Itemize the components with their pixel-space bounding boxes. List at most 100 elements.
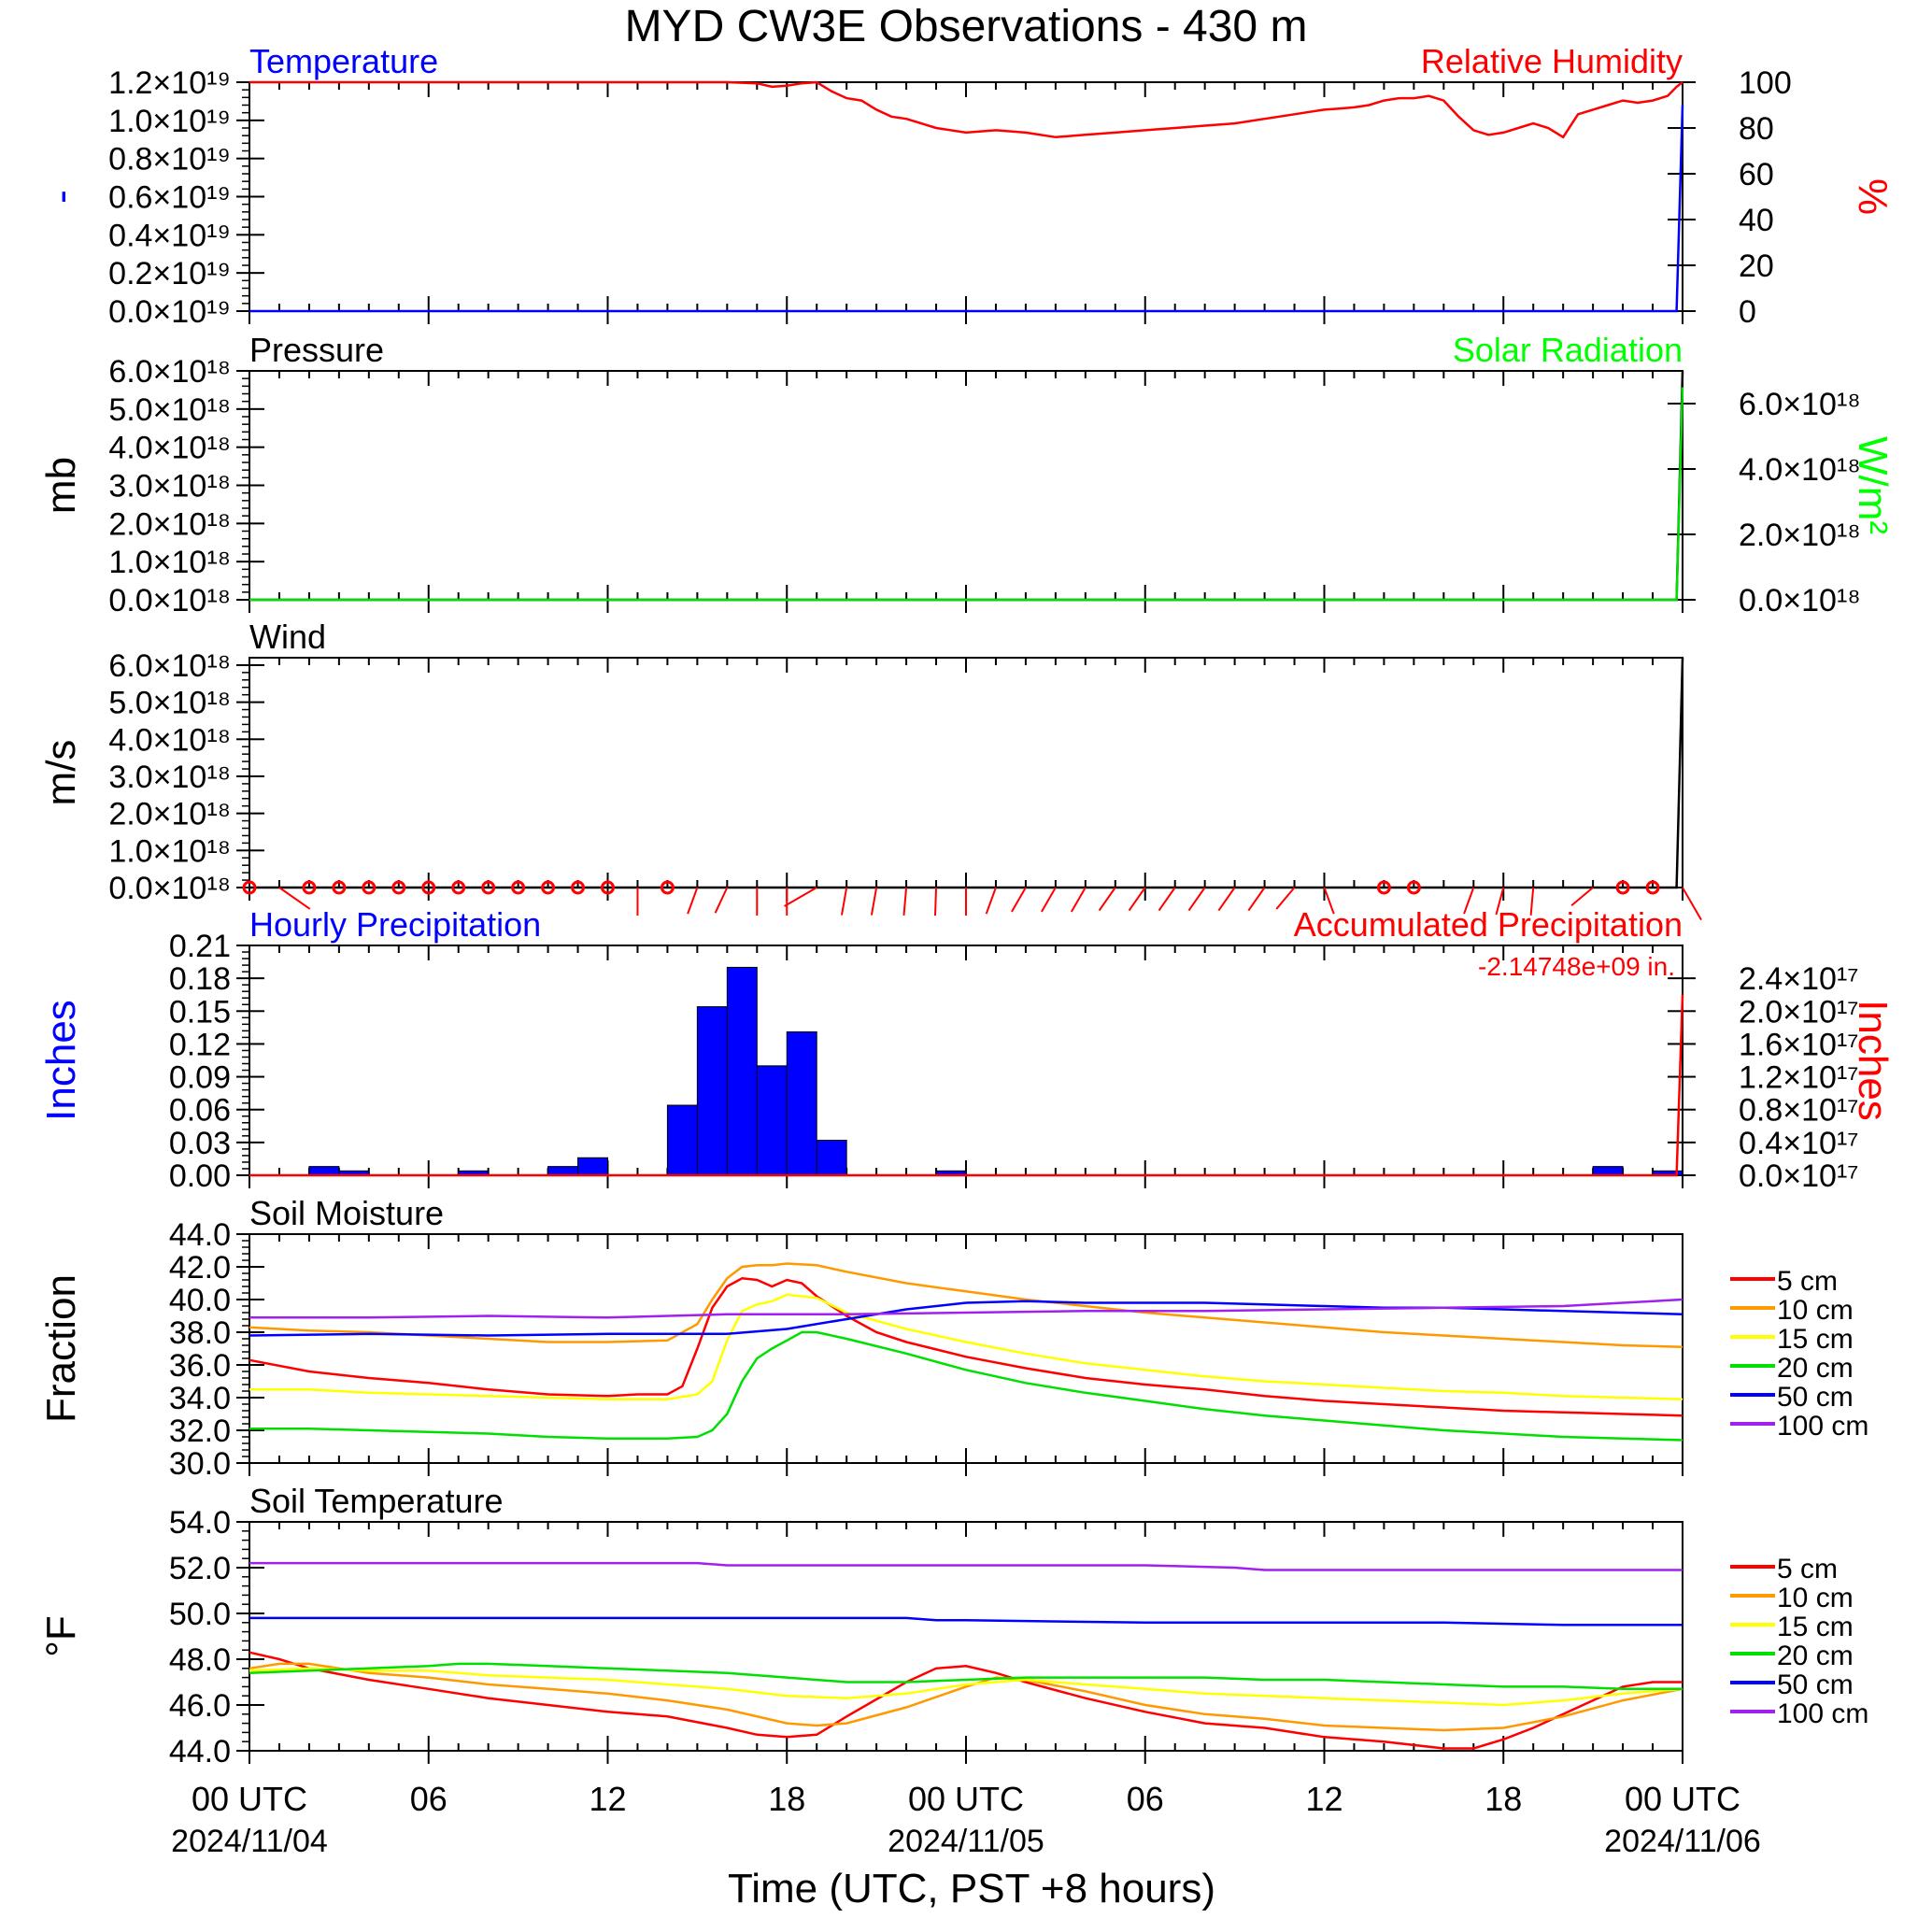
y-tick-label-left: 46.0 [169, 1688, 231, 1724]
y-tick-label-left: 0.0×10¹⁹ [108, 294, 231, 330]
y-tick-label-left: 0.18 [169, 961, 231, 997]
legend-label: 5 cm [1777, 1266, 1838, 1297]
y-tick-label-left: 0.0×10¹⁸ [108, 583, 231, 618]
series-line-50cm [249, 1616, 1683, 1627]
y-axis-unit-left: Fraction [38, 1274, 84, 1423]
y-axis-unit-right: % [1850, 178, 1896, 215]
y-axis-unit-left: mb [38, 457, 84, 514]
calm-wind-circle [571, 880, 586, 895]
series-line-10cm [249, 1262, 1683, 1349]
wind-barb [902, 887, 908, 916]
y-tick-label-left: 0.21 [169, 929, 231, 964]
panel-title-right: Solar Radiation [1453, 331, 1683, 369]
y-tick-label-left: 0.12 [169, 1027, 231, 1062]
series-line-20cm [249, 1662, 1683, 1691]
series-line-20cm [249, 1330, 1683, 1442]
panel-press_solar: 0.0×10¹⁸1.0×10¹⁸2.0×10¹⁸3.0×10¹⁸4.0×10¹⁸… [38, 331, 1896, 618]
y-axis-unit-left: Inches [38, 1000, 84, 1121]
wind-barb [1570, 887, 1594, 907]
y-tick-label-right: 0.0×10¹⁷ [1739, 1158, 1859, 1194]
y-tick-label-right: 2.0×10¹⁸ [1739, 518, 1861, 553]
x-tick-label: 06 [410, 1780, 447, 1818]
y-tick-label-left: 3.0×10¹⁸ [108, 760, 231, 795]
plot-frame [249, 945, 1683, 1176]
calm-wind-circle [391, 880, 406, 895]
y-axis-unit-left: °F [38, 1615, 84, 1656]
legend-label: 5 cm [1777, 1554, 1838, 1584]
legend-label: 50 cm [1777, 1669, 1854, 1700]
y-tick-label-left: 1.0×10¹⁹ [108, 104, 231, 139]
wind-barb [1158, 887, 1176, 912]
y-tick-label-left: 40.0 [169, 1283, 231, 1318]
x-tick-label: 18 [768, 1780, 805, 1818]
calm-wind-circle [481, 880, 496, 895]
wind-barb [1098, 887, 1116, 912]
series-line-50cm [249, 1300, 1683, 1337]
wind-barb [1682, 887, 1702, 921]
plot-frame [249, 1233, 1683, 1464]
x-tick-label: 12 [589, 1780, 626, 1818]
wind-barb [1275, 887, 1296, 910]
panel-title-left: Temperature [249, 42, 438, 80]
x-axis-label: Time (UTC, PST +8 hours) [728, 1866, 1215, 1911]
calm-wind-circle [1645, 880, 1660, 895]
y-tick-label-left: 1.0×10¹⁸ [108, 545, 231, 580]
y-tick-label-left: 48.0 [169, 1642, 231, 1678]
y-tick-label-left: 0.06 [169, 1093, 231, 1129]
y-tick-label-right: 0.4×10¹⁷ [1739, 1126, 1859, 1161]
y-tick-label-right: 60 [1739, 157, 1774, 192]
y-tick-label-right: 0 [1739, 294, 1756, 330]
panel-title-left: Wind [249, 618, 326, 656]
legend-label: 100 cm [1777, 1698, 1868, 1729]
y-tick-label-left: 6.0×10¹⁸ [108, 648, 231, 684]
wind-barb [1463, 887, 1475, 915]
series-line-10cm [249, 1662, 1683, 1732]
y-tick-label-left: 4.0×10¹⁸ [108, 722, 231, 758]
y-tick-label-right: 2.4×10¹⁷ [1739, 961, 1859, 997]
y-axis-unit-left: m/s [38, 740, 84, 806]
y-tick-label-right: 100 [1739, 65, 1792, 101]
y-tick-label-left: 42.0 [169, 1250, 231, 1286]
calm-wind-circle [511, 880, 526, 895]
plot-frame [249, 657, 1683, 888]
y-tick-label-left: 4.0×10¹⁸ [108, 431, 231, 466]
series-line [249, 994, 1684, 1177]
y-tick-label-left: 0.8×10¹⁹ [108, 142, 231, 178]
y-tick-label-right: 40 [1739, 203, 1774, 238]
y-tick-label-left: 3.0×10¹⁸ [108, 469, 231, 504]
wind-barb [1128, 887, 1146, 912]
y-tick-label-left: 36.0 [169, 1348, 231, 1384]
y-tick-label-left: 50.0 [169, 1597, 231, 1632]
y-tick-label-left: 44.0 [169, 1734, 231, 1769]
x-tick-label: 18 [1485, 1780, 1522, 1818]
precip-bar [816, 1140, 847, 1176]
series-line-5cm [249, 1651, 1683, 1750]
y-axis-unit-right: Inches [1850, 1000, 1896, 1121]
accumulated-precip-annotation: -2.14748e+09 in. [1478, 952, 1675, 981]
y-tick-label-left: 2.0×10¹⁸ [108, 506, 231, 542]
y-tick-label-left: 0.4×10¹⁹ [108, 218, 231, 253]
y-tick-label-left: 0.09 [169, 1060, 231, 1096]
wind-barb [784, 887, 817, 907]
y-tick-label-right: 80 [1739, 111, 1774, 147]
y-tick-label-right: 1.2×10¹⁷ [1739, 1060, 1859, 1096]
y-tick-label-left: 1.0×10¹⁸ [108, 833, 231, 869]
y-tick-label-left: 0.15 [169, 994, 231, 1030]
calm-wind-circle [451, 880, 466, 895]
panel-soil_temp: 44.0 46.0 48.0 50.0 52.0 54.0 Soil Temperature… [38, 1482, 1868, 1769]
precip-bar [666, 1104, 698, 1176]
y-tick-label-right: 20 [1739, 249, 1774, 284]
legend-label: 10 cm [1777, 1583, 1854, 1613]
y-tick-label-right: 1.6×10¹⁷ [1739, 1027, 1859, 1062]
calm-wind-circle [421, 880, 436, 895]
y-tick-label-left: 2.0×10¹⁸ [108, 797, 231, 832]
legend-label: 15 cm [1777, 1324, 1854, 1355]
calm-wind-circle [1376, 880, 1391, 895]
legend-label: 100 cm [1777, 1411, 1868, 1442]
y-tick-label-right: 2.0×10¹⁷ [1739, 994, 1859, 1030]
legend-label: 20 cm [1777, 1353, 1854, 1384]
y-tick-label-left: 32.0 [169, 1414, 231, 1449]
panel-title-left: Soil Temperature [249, 1482, 503, 1520]
wind-barb [1495, 887, 1505, 916]
